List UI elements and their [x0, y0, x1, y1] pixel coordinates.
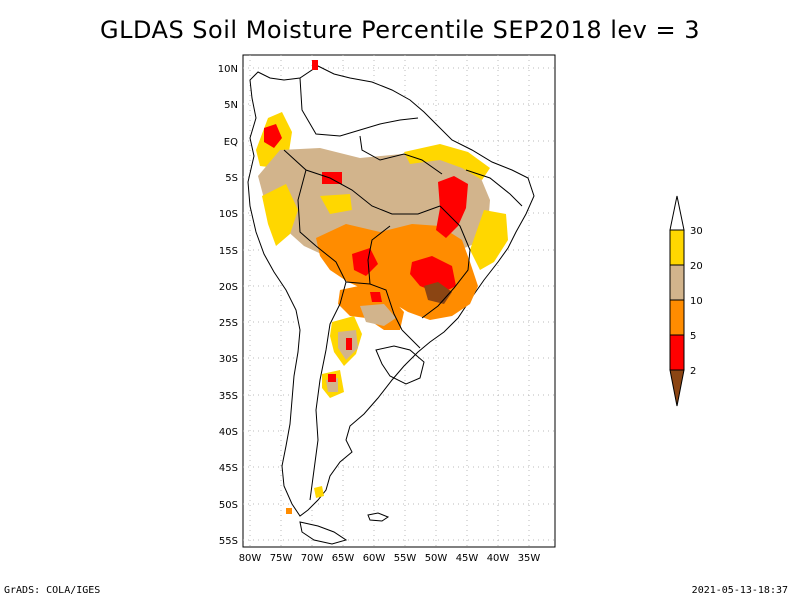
country-borders: [283, 77, 523, 501]
area-amazon-yellow-center: [320, 194, 352, 214]
legend-swatch-below-2: [669, 369, 685, 407]
lat-tick-label: 35S: [219, 391, 238, 402]
footer-timestamp: 2021-05-13-18:37: [691, 585, 788, 596]
tierra-del-fuego: [299, 521, 348, 545]
lat-tick-label: 45S: [219, 463, 238, 474]
soil-moisture-shading: [256, 60, 508, 514]
legend-swatch-above-30: [669, 195, 685, 231]
lon-tick-label: 75W: [270, 553, 293, 564]
color-legend: 2 5 10 20 30: [669, 195, 703, 407]
legend-label: 5: [690, 331, 696, 342]
lon-tick-label: 65W: [332, 553, 355, 564]
lon-tick-label: 45W: [456, 553, 479, 564]
area-caribbean-red: [312, 60, 318, 70]
footer-credit: GrADS: COLA/IGES: [4, 585, 101, 596]
lon-tick-labels: 80W 75W 70W 65W 60W 55W 50W 45W 40W 35W: [239, 553, 541, 564]
falkland-islands: [367, 512, 390, 522]
lat-tick-label: 15S: [219, 246, 238, 257]
legend-swatch-2-5: [669, 334, 685, 371]
area-east-yellow: [470, 210, 508, 270]
legend-swatch-10-20: [669, 264, 685, 301]
lat-tick-label: 50S: [219, 500, 238, 511]
area-south-chile-orange: [286, 508, 292, 514]
area-paraguay-red: [370, 292, 382, 302]
area-pampas-red: [328, 374, 336, 382]
legend-swatch-5-10: [669, 299, 685, 336]
lon-tick-label: 60W: [363, 553, 386, 564]
area-northeast-red: [436, 176, 468, 238]
legend-label: 20: [690, 261, 703, 272]
lon-tick-label: 35W: [518, 553, 541, 564]
area-west-yellow: [262, 184, 298, 246]
lat-tick-label: 40S: [219, 427, 238, 438]
lat-tick-label: 20S: [219, 282, 238, 293]
area-patagonia-yellow: [314, 486, 324, 498]
legend-label: 2: [690, 366, 696, 377]
lat-tick-label: 10S: [219, 209, 238, 220]
lat-tick-label: 30S: [219, 354, 238, 365]
lat-tick-label: 55S: [219, 536, 238, 547]
lon-tick-label: 55W: [394, 553, 417, 564]
lat-tick-label: EQ: [224, 137, 238, 148]
legend-swatch-20-30: [669, 229, 685, 266]
lat-tick-label: 10N: [218, 64, 238, 75]
lon-tick-label: 70W: [301, 553, 324, 564]
area-colombia-red: [264, 124, 282, 148]
legend-label: 30: [690, 226, 703, 237]
area-paraguay-tan: [360, 304, 396, 326]
area-central-red-south: [410, 256, 456, 294]
map-title: GLDAS Soil Moisture Percentile SEP2018 l…: [100, 16, 700, 44]
lon-tick-label: 50W: [425, 553, 448, 564]
lat-tick-label: 25S: [219, 318, 238, 329]
lat-tick-label: 5S: [225, 173, 238, 184]
area-central-red-west: [352, 248, 378, 276]
legend-label: 10: [690, 296, 703, 307]
lat-tick-labels: 10N 5N EQ 5S 10S 15S 20S 25S 30S 35S 40S…: [218, 64, 238, 547]
lon-tick-label: 40W: [487, 553, 510, 564]
lon-tick-label: 80W: [239, 553, 262, 564]
lat-tick-label: 5N: [224, 100, 238, 111]
area-argentina-red: [346, 338, 352, 350]
area-red-west-amazon: [322, 172, 342, 184]
